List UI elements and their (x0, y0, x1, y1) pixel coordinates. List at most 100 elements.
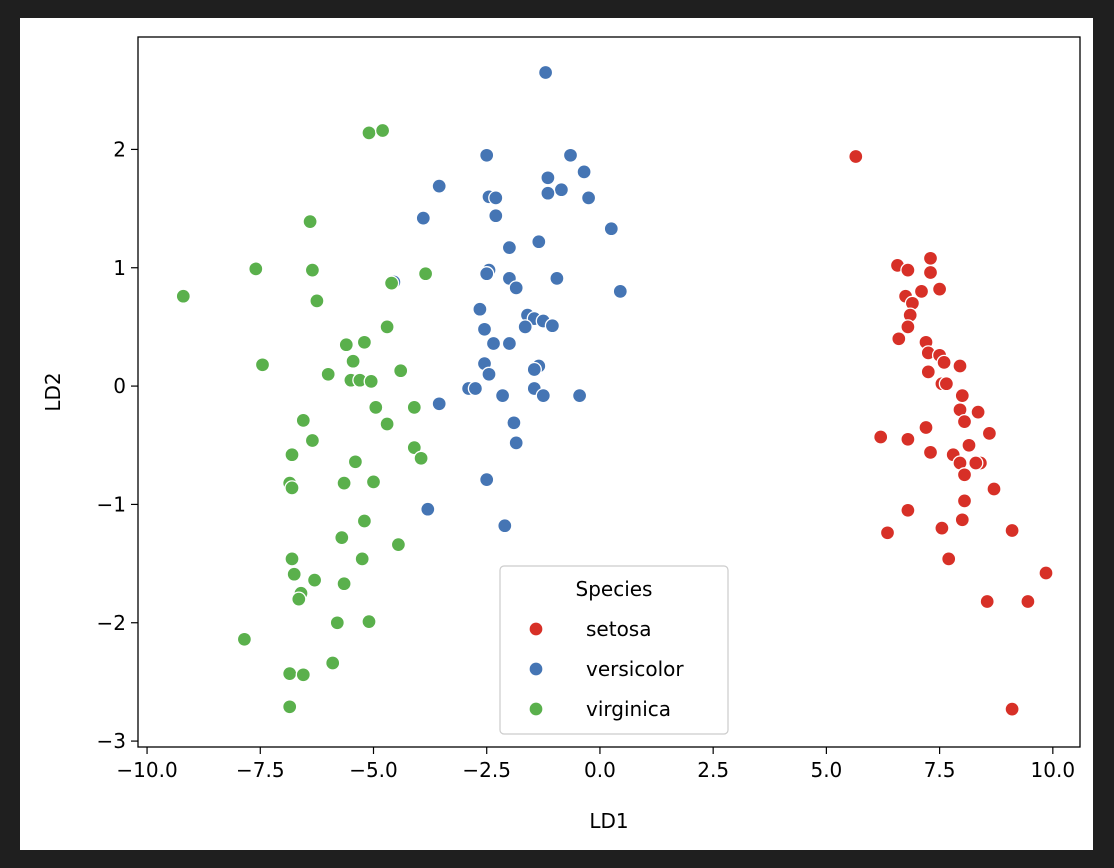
y-axis-label: LD2 (41, 372, 65, 411)
data-point-setosa (934, 520, 950, 536)
y-tick-label: 1 (113, 256, 126, 280)
data-point-versicolor (612, 283, 628, 300)
data-point-virginica (413, 450, 429, 466)
data-point-setosa (900, 502, 916, 518)
data-point-virginica (309, 293, 325, 309)
data-point-virginica (304, 432, 321, 449)
data-point-versicolor (535, 387, 551, 404)
data-point-setosa (936, 354, 952, 371)
data-point-virginica (361, 613, 377, 630)
legend-marker-virginica (528, 701, 544, 717)
data-point-versicolor (571, 387, 588, 404)
data-point-virginica (379, 319, 395, 335)
data-point-setosa (922, 444, 939, 461)
data-point-setosa (873, 429, 889, 445)
legend-items: setosa versicolor virginica (528, 617, 684, 721)
data-point-virginica (347, 454, 364, 470)
data-point-versicolor (549, 270, 565, 287)
data-point-virginica (334, 529, 350, 546)
data-point-virginica (417, 266, 434, 282)
data-point-setosa (956, 467, 973, 483)
x-tick-label: 5.0 (810, 758, 842, 782)
scatter-chart: −10.0 −7.5 −5.0 −2.5 0.0 2.5 5.0 7.5 10.0 −3 −2 −1… (41, 36, 1081, 833)
data-point-versicolor (580, 190, 597, 206)
data-point-versicolor (526, 361, 542, 378)
data-point-setosa (922, 250, 939, 266)
data-point-setosa (954, 387, 970, 404)
data-point-setosa (970, 404, 986, 420)
data-point-virginica (406, 439, 422, 456)
data-point-virginica (248, 261, 264, 277)
points-layer (175, 64, 1054, 717)
data-point-setosa (1020, 593, 1036, 610)
data-point-virginica (365, 474, 382, 490)
data-point-versicolor (431, 178, 447, 194)
data-point-versicolor (481, 366, 497, 382)
data-point-versicolor (506, 415, 522, 431)
data-point-versicolor (544, 318, 561, 334)
data-point-virginica (295, 667, 311, 683)
data-point-versicolor (488, 208, 504, 224)
data-point-versicolor (497, 518, 513, 534)
legend-marker-setosa (528, 621, 544, 637)
data-point-setosa (979, 593, 995, 610)
legend: Species setosa versicolor virginica (499, 565, 729, 735)
data-point-versicolor (508, 280, 524, 296)
data-point-setosa (913, 283, 930, 300)
data-point-versicolor (576, 164, 592, 180)
data-point-virginica (286, 566, 302, 582)
data-point-setosa (891, 331, 907, 347)
data-point-virginica (284, 551, 300, 567)
x-tick-label: 10.0 (1031, 758, 1076, 782)
data-point-setosa (1004, 522, 1020, 539)
data-point-virginica (374, 122, 391, 139)
data-point-virginica (291, 591, 307, 607)
data-point-setosa (938, 376, 955, 392)
data-point-versicolor (467, 380, 484, 397)
data-point-versicolor (508, 435, 524, 451)
data-point-virginica (354, 551, 370, 567)
data-point-versicolor (431, 396, 447, 412)
data-point-virginica (379, 416, 395, 432)
data-point-virginica (356, 513, 373, 529)
data-point-virginica (383, 275, 400, 291)
data-point-setosa (1038, 565, 1054, 581)
data-point-setosa (981, 425, 998, 442)
data-point-virginica (282, 699, 298, 715)
x-tick-label: −7.5 (236, 758, 285, 782)
data-point-virginica (236, 631, 253, 647)
data-point-versicolor (479, 471, 495, 488)
data-point-setosa (986, 481, 1002, 497)
data-point-virginica (254, 357, 271, 373)
legend-label-versicolor: versicolor (586, 657, 684, 681)
data-point-virginica (320, 366, 336, 382)
y-tick-label: 0 (113, 374, 126, 398)
data-point-versicolor (553, 182, 570, 198)
data-point-versicolor (476, 321, 493, 337)
data-point-versicolor (420, 501, 436, 517)
data-point-setosa (954, 512, 970, 528)
data-point-setosa (952, 358, 968, 374)
data-point-setosa (941, 551, 957, 567)
data-point-virginica (295, 412, 311, 429)
data-point-virginica (363, 373, 379, 390)
data-point-virginica (284, 480, 300, 496)
x-tick-label: −5.0 (349, 758, 398, 782)
data-point-virginica (284, 447, 300, 463)
data-point-virginica (356, 334, 373, 350)
figure-canvas: −10.0 −7.5 −5.0 −2.5 0.0 2.5 5.0 7.5 10.0 −3 −2 −1… (20, 18, 1093, 850)
legend-label-virginica: virginica (586, 697, 671, 721)
x-axis: −10.0 −7.5 −5.0 −2.5 0.0 2.5 5.0 7.5 10.0 (116, 747, 1075, 782)
data-point-setosa (918, 419, 934, 436)
y-axis: −3 −2 −1 0 1 2 (97, 137, 138, 753)
data-point-setosa (931, 281, 948, 297)
data-point-virginica (393, 363, 409, 379)
data-point-virginica (336, 475, 352, 491)
data-point-versicolor (540, 185, 556, 201)
data-point-versicolor (562, 147, 579, 163)
y-tick-label: −2 (97, 611, 126, 635)
data-point-versicolor (501, 239, 518, 256)
data-point-virginica (406, 399, 422, 416)
data-point-setosa (956, 493, 973, 509)
data-point-setosa (900, 262, 916, 278)
